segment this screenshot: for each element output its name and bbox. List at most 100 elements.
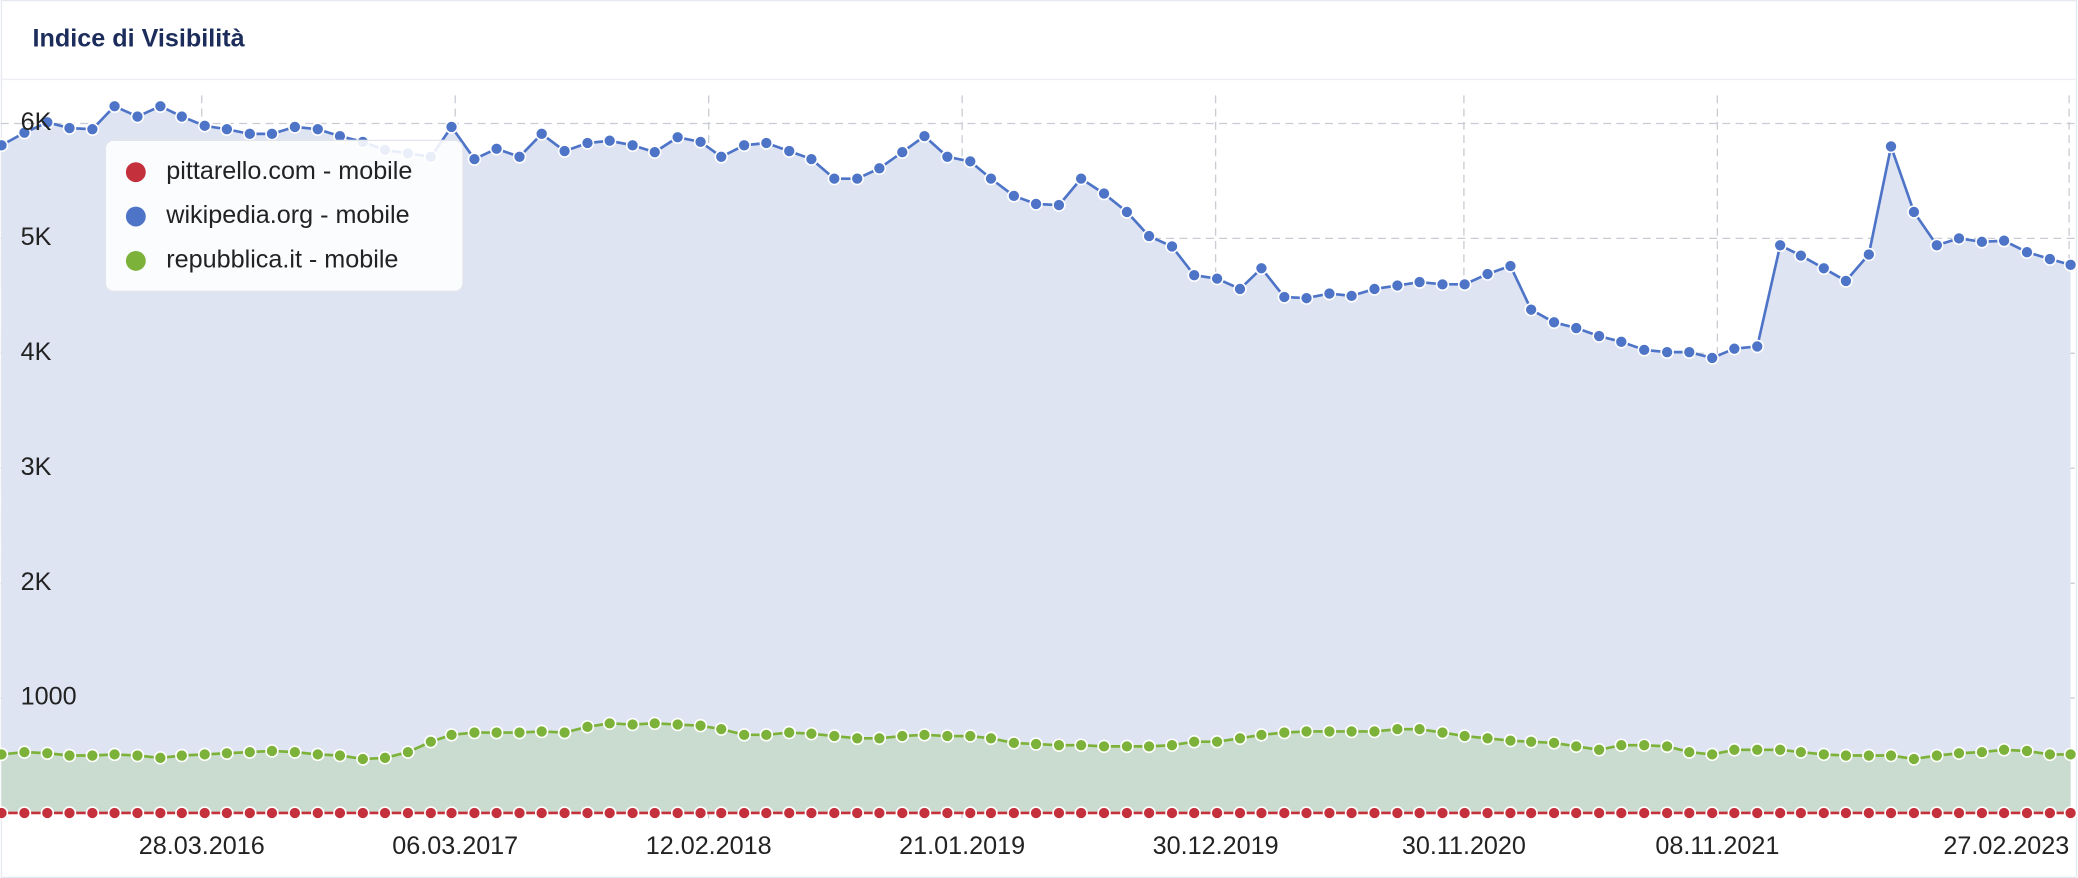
x-tick-label: 30.12.2019	[1153, 832, 1279, 860]
point	[197, 806, 212, 820]
point	[557, 144, 572, 158]
point	[534, 806, 549, 820]
point	[850, 171, 864, 186]
point	[1705, 806, 1719, 820]
point	[1997, 233, 2011, 248]
point	[1660, 345, 1674, 359]
point	[827, 729, 842, 743]
point	[356, 752, 370, 766]
point	[489, 725, 504, 740]
point	[17, 125, 32, 140]
point	[1074, 171, 1088, 186]
point	[1344, 724, 1359, 739]
point	[693, 718, 708, 733]
point	[1682, 745, 1697, 759]
point	[40, 746, 55, 761]
point	[580, 136, 595, 150]
point	[782, 725, 796, 740]
point	[1029, 806, 1043, 820]
point	[1412, 722, 1427, 736]
point	[714, 722, 729, 736]
point	[243, 806, 257, 820]
point	[356, 806, 370, 820]
ticks: 1000 2K 3K 4K 5K 6K 28.03.2016 06.03.2017 12.02.…	[21, 108, 2070, 860]
point	[1503, 733, 1518, 748]
point	[1390, 278, 1405, 293]
x-tick-label: 08.11.2021	[1655, 832, 1779, 860]
point	[1569, 806, 1583, 820]
point	[1907, 205, 1921, 219]
point	[872, 731, 887, 746]
point	[62, 121, 77, 135]
y-tick-label: 4K	[21, 338, 52, 366]
point	[1390, 722, 1405, 736]
point	[693, 135, 708, 149]
point	[714, 806, 729, 820]
point	[107, 747, 122, 762]
point	[1435, 806, 1450, 820]
point	[1817, 261, 1831, 276]
point	[1862, 247, 1876, 262]
point	[1480, 267, 1495, 281]
point	[1007, 736, 1021, 750]
point	[534, 724, 549, 739]
point	[0, 747, 9, 762]
point	[2043, 252, 2057, 266]
point	[153, 751, 168, 765]
point	[1794, 745, 1808, 759]
point	[107, 99, 122, 113]
point	[1975, 745, 1989, 759]
point	[85, 748, 100, 763]
point	[220, 806, 234, 820]
point	[1637, 806, 1651, 820]
point	[1457, 277, 1472, 292]
point	[130, 806, 145, 820]
point	[1052, 806, 1066, 820]
point	[1052, 738, 1066, 752]
point	[827, 806, 842, 820]
point	[670, 130, 685, 145]
point	[0, 806, 9, 820]
point	[1952, 746, 1966, 761]
point	[288, 120, 302, 134]
point	[940, 806, 955, 820]
point	[1074, 738, 1088, 752]
point	[489, 806, 504, 820]
point	[2043, 747, 2057, 762]
point	[737, 138, 751, 153]
point	[2020, 744, 2034, 758]
point	[1254, 261, 1269, 276]
point	[1187, 268, 1201, 282]
point	[1120, 806, 1134, 820]
point	[1142, 806, 1156, 820]
point	[1322, 724, 1337, 739]
point	[759, 136, 774, 150]
point	[1412, 275, 1427, 289]
point	[512, 806, 527, 820]
point	[1952, 806, 1966, 820]
point	[1299, 806, 1314, 820]
point	[917, 728, 932, 742]
point	[737, 728, 751, 742]
point	[220, 122, 234, 136]
point	[1660, 806, 1674, 820]
point	[1997, 806, 2011, 820]
point	[153, 99, 168, 113]
point	[580, 720, 595, 734]
point	[670, 806, 685, 820]
point	[1547, 806, 1561, 820]
point	[1884, 139, 1898, 154]
point	[2043, 806, 2057, 820]
point	[1457, 729, 1472, 743]
point	[1773, 743, 1787, 757]
point	[850, 731, 864, 746]
point	[467, 806, 482, 820]
x-tick-label: 27.02.2023	[1943, 832, 2069, 860]
legend-box	[104, 139, 464, 293]
point	[2020, 806, 2034, 820]
point	[1705, 351, 1719, 365]
point	[1569, 739, 1583, 754]
point	[1975, 806, 1989, 820]
point	[1547, 736, 1561, 750]
